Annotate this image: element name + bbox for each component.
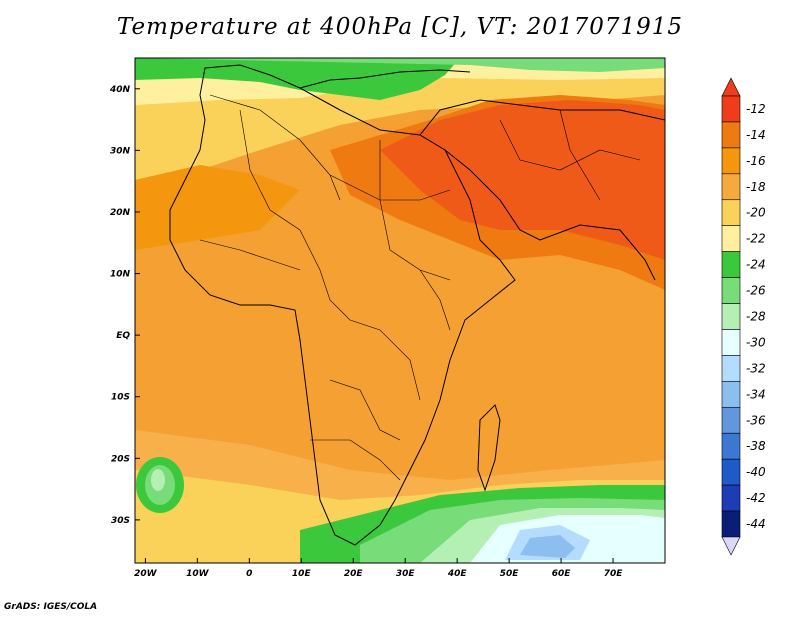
colorbar-label: -34 <box>746 387 766 401</box>
colorbar-bottom-cap <box>721 536 741 556</box>
map-title: Temperature at 400hPa [C], VT: 201707191… <box>116 14 684 40</box>
lat-tick-label: 10N <box>110 270 131 280</box>
colorbar-swatch <box>721 173 741 201</box>
colorbar-label: -20 <box>746 206 766 220</box>
colorbar-swatch <box>721 355 741 382</box>
grads-credit: GrADS: IGES/COLA <box>4 602 98 612</box>
colorbar-swatch <box>721 458 741 486</box>
borders <box>199 94 641 481</box>
colorbar-label: -38 <box>746 439 766 453</box>
colorbar-label: -30 <box>746 335 766 349</box>
lon-tick-label: 40E <box>447 569 468 579</box>
lon-tick-label: 20E <box>344 569 364 579</box>
colorbar-label: -12 <box>746 102 766 116</box>
colorbar-swatch <box>721 277 741 304</box>
colorbar-swatch <box>721 303 741 330</box>
colorbar-label: -32 <box>746 361 766 375</box>
colorbar-swatch <box>721 510 741 538</box>
lon-tick-label: 60E <box>552 569 572 579</box>
plot-frame <box>134 57 666 564</box>
lat-tick-label: 30N <box>110 146 131 156</box>
temperature-field <box>135 58 665 563</box>
colorbar-swatch <box>721 199 741 227</box>
lon-tick-label: 70E <box>604 569 624 579</box>
lat-tick-label: 20S <box>111 454 130 464</box>
lon-tick-label: 10W <box>186 569 210 579</box>
colorbar-swatch <box>721 225 741 252</box>
colorbar-top-cap <box>721 77 741 97</box>
colorbar-label: -22 <box>746 232 766 246</box>
colorbar-label: -42 <box>746 491 766 505</box>
latitude-axis: 40N 30N 20N 10N EQ 10S 20S 30S <box>109 85 140 526</box>
colorbar-swatch <box>721 484 741 512</box>
colorbar-label: -40 <box>746 465 766 479</box>
colorbar-swatch <box>721 121 741 149</box>
longitude-axis: 20W 10W 0 10E 20E 30E 40E 50E 60E 70E <box>134 558 623 579</box>
lat-tick-label: 30S <box>111 516 130 526</box>
colorbar-label: -18 <box>746 180 766 194</box>
lon-tick-label: 0 <box>246 569 252 579</box>
colorbar-swatch <box>721 251 741 278</box>
colorbar-label: -14 <box>746 128 766 142</box>
colorbar-label: -36 <box>746 413 766 427</box>
lon-tick-label: 30E <box>396 569 416 579</box>
colorbar-label: -16 <box>746 154 766 168</box>
colorbar-swatch <box>721 95 741 123</box>
lat-tick-label: EQ <box>116 331 130 341</box>
colorbar-swatch <box>721 432 741 460</box>
lat-tick-label: 40N <box>109 85 131 95</box>
coastlines <box>169 64 665 546</box>
colorbar-label: -28 <box>746 310 766 324</box>
colorbar-legend: -12 -14 -16 -18 -20 -22 -24 -26 -28 -30 -32 -34 -36 -… <box>721 77 766 556</box>
lon-tick-label: 20W <box>134 569 158 579</box>
colorbar-swatch <box>721 329 741 356</box>
colorbar-label: -26 <box>746 284 766 298</box>
colorbar-label: -44 <box>746 517 766 531</box>
lat-tick-label: 20N <box>110 208 131 218</box>
lon-tick-label: 50E <box>500 569 520 579</box>
colorbar-swatch <box>721 406 741 434</box>
lat-tick-label: 10S <box>111 393 130 403</box>
colorbar-label: -24 <box>746 258 766 272</box>
lon-tick-label: 10E <box>292 569 312 579</box>
colorbar-swatch <box>721 147 741 175</box>
colorbar-swatch <box>721 381 741 408</box>
